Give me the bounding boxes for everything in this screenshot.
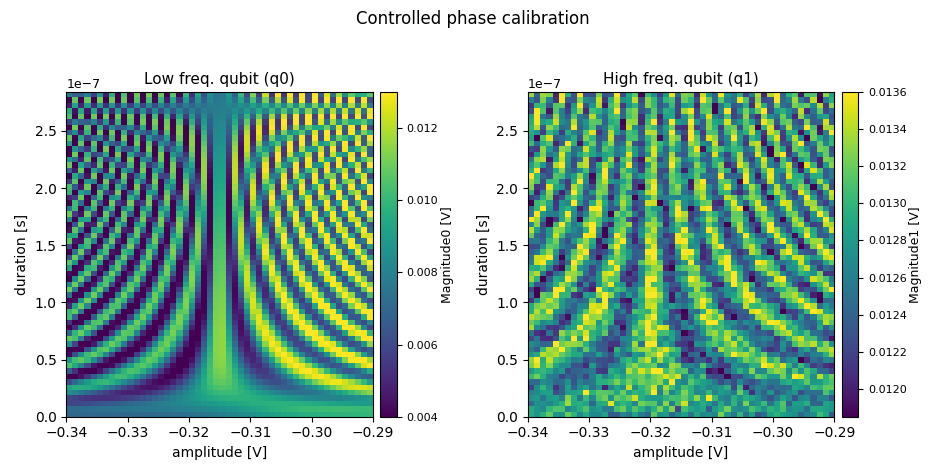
X-axis label: amplitude [V]: amplitude [V] (632, 446, 728, 460)
Text: Controlled phase calibration: Controlled phase calibration (355, 10, 589, 28)
Y-axis label: Magnitude0 [V]: Magnitude0 [V] (441, 206, 453, 303)
Title: High freq. qubit (q1): High freq. qubit (q1) (602, 72, 758, 87)
Y-axis label: Magnitude1 [V]: Magnitude1 [V] (908, 206, 921, 303)
Y-axis label: duration [s]: duration [s] (15, 214, 29, 295)
Title: Low freq. qubit (q0): Low freq. qubit (q0) (144, 72, 295, 87)
X-axis label: amplitude [V]: amplitude [V] (172, 446, 267, 460)
Y-axis label: duration [s]: duration [s] (476, 214, 490, 295)
